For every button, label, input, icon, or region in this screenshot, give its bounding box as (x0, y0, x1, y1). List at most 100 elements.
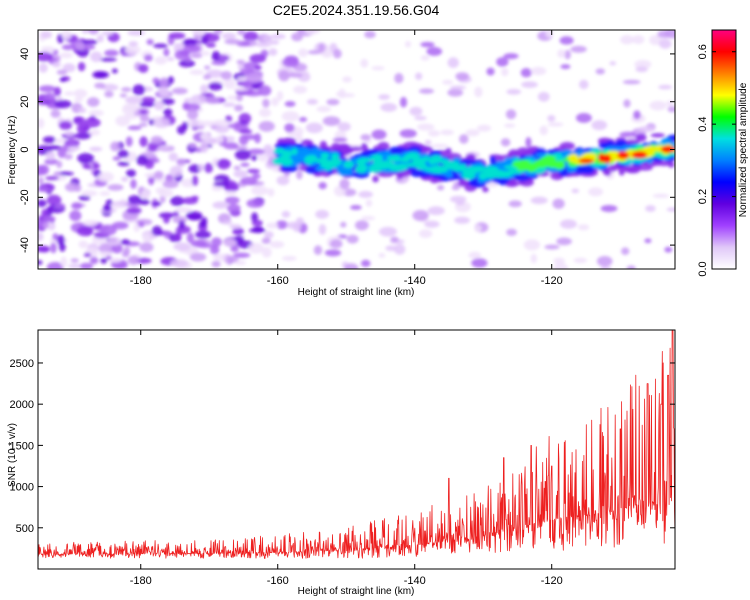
snr-x-ticks: -180 -160 -140 -120 (130, 330, 563, 587)
noise-blob (140, 96, 156, 104)
noise-blob (222, 102, 236, 107)
ridge-blob (585, 165, 595, 174)
noise-blob (111, 68, 118, 74)
snr-frame (37, 329, 676, 570)
spectrogram-x-tick-label: -140 (404, 275, 426, 287)
noise-blob (119, 93, 128, 98)
noise-blob (288, 72, 303, 78)
noise-blob (151, 225, 163, 237)
noise-blob (508, 200, 522, 208)
noise-blob (56, 69, 68, 75)
noise-blob (329, 239, 343, 249)
noise-blob (90, 129, 101, 136)
noise-blob (415, 72, 423, 81)
noise-blob (234, 235, 245, 244)
noise-blob (139, 109, 148, 115)
noise-blob (474, 224, 482, 233)
noise-blob (185, 56, 192, 63)
noise-blob (246, 198, 264, 208)
noise-blob (342, 76, 352, 83)
noise-blob (418, 88, 435, 94)
noise-blob (295, 133, 303, 143)
spectrogram-x-tick-label: -120 (541, 275, 563, 287)
noise-blob (263, 231, 274, 239)
spectrogram-y-axis-label: Frequency (Hz) (7, 116, 18, 185)
noise-blob (251, 185, 269, 196)
noise-blob (167, 57, 175, 62)
ridge-blob (291, 148, 298, 155)
noise-blob (211, 237, 222, 247)
snr-x-tick-label: -160 (267, 575, 289, 587)
noise-blob (205, 42, 216, 48)
noise-blob (211, 60, 227, 66)
noise-blob (111, 221, 129, 230)
noise-blob (263, 144, 273, 155)
noise-blob (50, 242, 57, 254)
noise-blob (365, 199, 373, 207)
spectrogram-x-axis-label: Height of straight line (km) (298, 287, 415, 298)
noise-blob (127, 195, 142, 204)
noise-blob (579, 79, 589, 90)
noise-blob (236, 93, 243, 102)
spectrogram-x-tick-label: -160 (267, 275, 289, 287)
noise-blob (315, 209, 329, 219)
noise-blob (100, 257, 108, 264)
noise-blob (61, 30, 72, 40)
noise-blob (560, 219, 577, 229)
ridge-blob (428, 158, 435, 165)
noise-blob (201, 51, 211, 56)
noise-blob (162, 179, 179, 189)
noise-blob (98, 242, 116, 254)
spectrogram-y-tick-label: -40 (19, 237, 31, 253)
noise-blob (125, 96, 143, 104)
noise-blob (99, 191, 111, 196)
noise-blob (38, 199, 47, 208)
colorbar-tick-label: 0.4 (697, 117, 709, 132)
noise-blob (168, 32, 186, 40)
noise-blob (251, 212, 259, 223)
ridge-blob (548, 159, 556, 166)
noise-blob (64, 131, 74, 137)
noise-blob (500, 138, 511, 147)
spectrogram-y-tick-label: 40 (19, 48, 31, 60)
noise-blob (350, 205, 362, 210)
noise-blob (360, 134, 371, 141)
noise-blob (169, 165, 183, 177)
noise-blob (523, 239, 541, 251)
noise-blob (62, 63, 76, 73)
ridge-blob (445, 172, 453, 178)
spectrogram-y-tick-label: 0 (19, 146, 31, 152)
noise-blob (451, 185, 460, 191)
ridge-blob (489, 156, 496, 165)
noise-blob (80, 126, 91, 131)
noise-blob (414, 116, 427, 121)
noise-blob (595, 68, 605, 75)
noise-blob (622, 79, 641, 85)
spectrogram-panel: -180 -160 -140 -120 -40 -20 0 20 40 Height of s… (7, 29, 676, 298)
noise-blob (186, 109, 199, 120)
noise-blob (468, 251, 482, 259)
noise-blob (447, 57, 459, 69)
noise-blob (191, 30, 208, 35)
noise-blob (324, 249, 342, 257)
ridge-blob (631, 152, 642, 158)
noise-blob (298, 116, 308, 123)
noise-blob (198, 163, 205, 172)
noise-blob (236, 59, 245, 65)
noise-blob (178, 220, 186, 230)
noise-blob (153, 43, 168, 49)
ridge-blob (277, 155, 291, 165)
noise-blob (112, 262, 128, 269)
noise-blob (427, 206, 445, 216)
snr-y-tick-label: 1500 (10, 440, 34, 452)
noise-blob (153, 170, 164, 180)
noise-blob (371, 129, 387, 140)
noise-blob (152, 77, 160, 84)
noise-blob (96, 34, 104, 43)
ridge-blob (569, 156, 579, 163)
noise-blob (200, 84, 209, 94)
noise-blob (190, 94, 207, 105)
noise-blob (449, 85, 467, 90)
noise-blob (159, 145, 171, 150)
noise-blob (270, 33, 286, 40)
